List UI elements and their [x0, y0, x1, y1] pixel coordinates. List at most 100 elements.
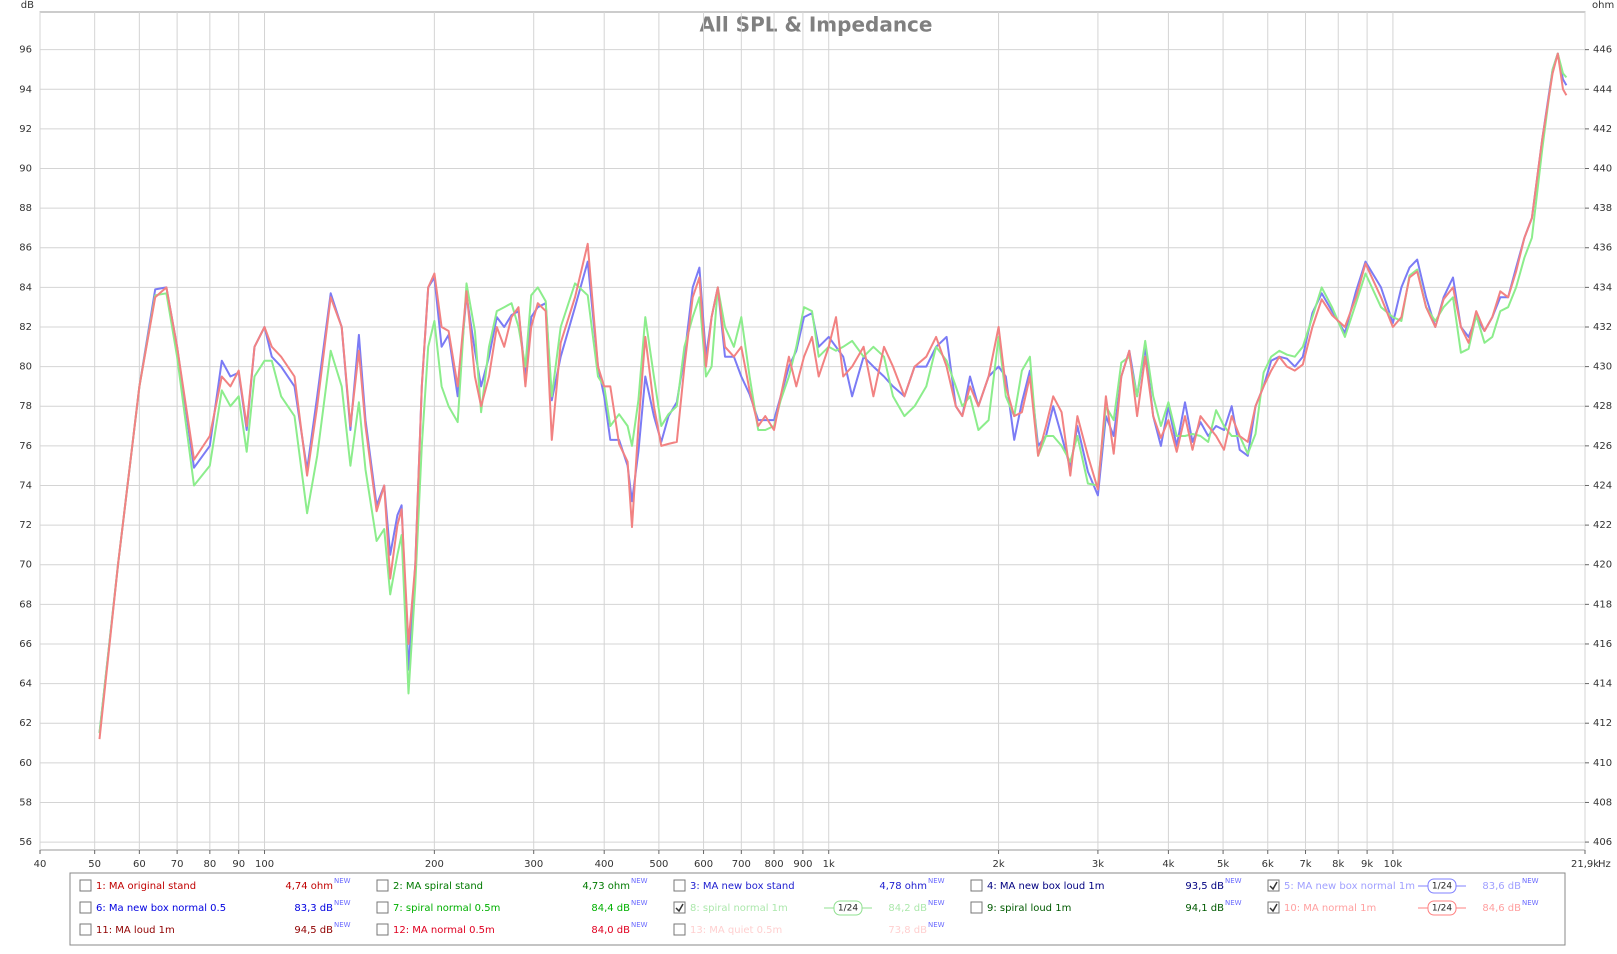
legend-panel [69, 872, 1566, 946]
x-tick-label: 60 [133, 859, 146, 870]
legend-checkbox[interactable] [79, 879, 92, 892]
legend-label[interactable]: 1: MA original stand [96, 881, 196, 892]
x-tick-label: 80 [203, 859, 216, 870]
legend-reading: 83,3 dB [294, 903, 333, 914]
legend-checkbox[interactable] [673, 879, 686, 892]
x-tick-label: 2k [992, 859, 1004, 870]
chart-title: All SPL & Impedance [700, 13, 933, 37]
y2-tick-label: 436 [1593, 243, 1612, 254]
legend-checkbox[interactable] [970, 879, 983, 892]
legend-label[interactable]: 9: spiral loud 1m [987, 903, 1071, 914]
reading-badge: NEW [1225, 877, 1242, 885]
x-tick-label: 21,9k [1571, 859, 1599, 870]
y-tick-label: 74 [19, 480, 32, 491]
x-tick-label: 4k [1162, 859, 1174, 870]
legend-label[interactable]: 3: MA new box stand [690, 881, 795, 892]
x-tick-label: 6k [1262, 859, 1274, 870]
x-tick-label: 8k [1332, 859, 1344, 870]
legend-checkbox[interactable] [376, 879, 389, 892]
y-tick-label: 82 [19, 322, 32, 333]
x-tick-label: 90 [232, 859, 245, 870]
y-tick-label: 62 [19, 718, 32, 729]
reading-badge: NEW [631, 921, 648, 929]
y2-tick-label: 442 [1593, 124, 1612, 135]
y-tick-label: 68 [19, 599, 32, 610]
plot-area [39, 11, 1586, 851]
legend-label[interactable]: 7: spiral normal 0.5m [393, 903, 500, 914]
y-tick-label: 66 [19, 639, 32, 650]
y-tick-label: 84 [19, 282, 32, 293]
series-line [98, 52, 1568, 740]
legend-reading: 4,74 ohm [285, 881, 333, 892]
smoothing-label[interactable]: 1/24 [1432, 904, 1452, 914]
x-tick-label: 7k [1299, 859, 1311, 870]
x-tick-label: 3k [1092, 859, 1104, 870]
x-tick-label: 100 [255, 859, 274, 870]
legend-reading: 94,1 dB [1185, 903, 1224, 914]
legend-checkbox[interactable] [79, 901, 92, 914]
legend-checkbox[interactable] [79, 923, 92, 936]
x-tick-label: 300 [524, 859, 543, 870]
smoothing-label[interactable]: 1/24 [838, 904, 858, 914]
legend-checkbox[interactable] [673, 901, 686, 914]
x-tick-label: 800 [764, 859, 783, 870]
legend-label[interactable]: 10: MA normal 1m [1284, 903, 1376, 914]
reading-badge: NEW [1522, 899, 1539, 907]
legend-label[interactable]: 11: MA loud 1m [96, 925, 175, 936]
y2-tick-label: 418 [1593, 599, 1612, 610]
reading-badge: NEW [928, 899, 945, 907]
legend-label[interactable]: 13: MA quiet 0.5m [690, 925, 782, 936]
checkbox-tick [1269, 903, 1278, 913]
reading-badge: NEW [928, 921, 945, 929]
y-tick-label: 92 [19, 124, 32, 135]
y-tick-label: 64 [19, 679, 32, 690]
legend-label[interactable]: 2: MA spiral stand [393, 881, 483, 892]
reading-badge: NEW [1225, 899, 1242, 907]
legend-reading: 4,73 ohm [582, 881, 630, 892]
y2-tick-label: 420 [1593, 560, 1612, 571]
legend-reading: 93,5 dB [1185, 881, 1224, 892]
x-tick-label: 70 [171, 859, 184, 870]
x-axis-label: Hz [1598, 859, 1611, 870]
y-tick-label: 86 [19, 243, 32, 254]
legend-reading: 73,8 dB [888, 925, 927, 936]
legend-checkbox[interactable] [673, 923, 686, 936]
legend-checkbox[interactable] [1267, 901, 1280, 914]
y2-tick-label: 432 [1593, 322, 1612, 333]
y2-tick-label: 426 [1593, 441, 1612, 452]
y-axis-label: dB [21, 0, 34, 11]
legend-label[interactable]: 8: spiral normal 1m [690, 903, 788, 914]
legend-checkbox[interactable] [970, 901, 983, 914]
legend-label[interactable]: 5: MA new box normal 1m [1284, 881, 1415, 892]
y2-tick-label: 412 [1593, 718, 1612, 729]
y2-axis-label: ohm [1592, 0, 1614, 11]
legend-label[interactable]: 6: Ma new box normal 0.5 [96, 903, 226, 914]
y-tick-label: 70 [19, 560, 32, 571]
legend-checkbox[interactable] [1267, 879, 1280, 892]
reading-badge: NEW [1522, 877, 1539, 885]
y-tick-label: 96 [19, 45, 32, 56]
reading-badge: NEW [334, 921, 351, 929]
y2-tick-label: 410 [1593, 758, 1612, 769]
smoothing-label[interactable]: 1/24 [1432, 882, 1452, 892]
y-tick-label: 58 [19, 797, 32, 808]
legend-reading: 84,2 dB [888, 903, 927, 914]
checkbox-tick [1269, 881, 1278, 891]
y-tick-label: 60 [19, 758, 32, 769]
legend-label[interactable]: 4: MA new box loud 1m [987, 881, 1105, 892]
reading-badge: NEW [631, 899, 648, 907]
y-tick-label: 72 [19, 520, 32, 531]
legend-checkbox[interactable] [376, 901, 389, 914]
y2-tick-label: 414 [1593, 679, 1612, 690]
x-tick-label: 600 [694, 859, 713, 870]
y-tick-label: 94 [19, 84, 32, 95]
legend-label[interactable]: 12: MA normal 0.5m [393, 925, 495, 936]
legend-reading: 4,78 ohm [879, 881, 927, 892]
legend-checkbox[interactable] [376, 923, 389, 936]
legend-reading: 94,5 dB [294, 925, 333, 936]
reading-badge: NEW [928, 877, 945, 885]
series-line [98, 52, 1568, 734]
legend-reading: 84,4 dB [591, 903, 630, 914]
